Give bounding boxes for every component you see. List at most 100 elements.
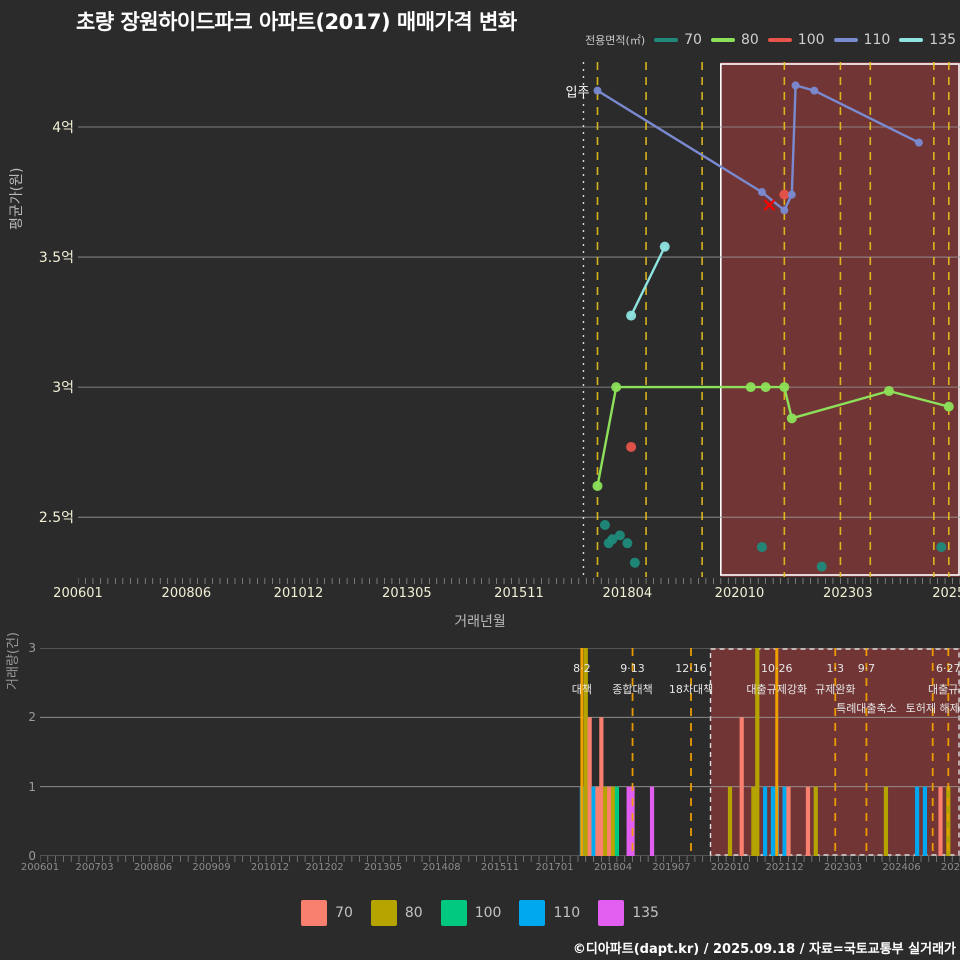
price-y-tick: 4억 (52, 120, 74, 137)
legend-top-text-135: 135 (929, 32, 956, 48)
price-point-110 (593, 86, 602, 95)
price-point-70 (599, 519, 610, 530)
legend-bottom-swatch-70 (301, 900, 328, 926)
volume-annotation-line1: 8·2 (573, 662, 591, 675)
volume-bar (599, 717, 604, 856)
volume-annotation-line1: 6·27 (936, 662, 960, 675)
legend-top-item-70[interactable]: 70 (654, 32, 702, 48)
volume-annotation-line2: 대출규제강화 (746, 683, 808, 696)
volume-annotation-line2: 대출규제 (928, 683, 960, 696)
volume-bar (595, 786, 600, 856)
price-y-axis-label: 평균가(원) (9, 167, 25, 230)
legend-bottom-text-135: 135 (632, 905, 659, 921)
volume-x-tick: 201511 (480, 862, 520, 873)
price-point-80 (760, 382, 771, 393)
legend-bottom-item-80[interactable]: 80 (370, 900, 423, 926)
price-x-tick: 2025 (932, 586, 960, 601)
price-point-80 (883, 386, 894, 397)
volume-shaded-border (709, 648, 960, 856)
legend-bottom-swatch-80 (370, 900, 397, 926)
volume-bar (649, 786, 655, 856)
volume-annotation-line1: 12·16 (675, 662, 707, 675)
volume-plot-area (40, 648, 960, 856)
price-point-110 (791, 81, 800, 90)
legend-top-item-110[interactable]: 110 (833, 32, 891, 48)
legend-top-item-100[interactable]: 100 (767, 32, 825, 48)
volume-x-axis: 200601 200703 200806 200909 201012 201202 2013… (0, 862, 960, 882)
price-point-110 (914, 138, 923, 147)
legend-bottom-swatch-100 (440, 900, 467, 926)
ipju-label: 입주 (565, 85, 590, 101)
legend-top-swatch-80 (710, 38, 735, 42)
price-point-110 (757, 188, 766, 197)
volume-annotation-line2: 규제완화 (815, 683, 856, 696)
volume-annotation-line1: 9·13 (620, 662, 645, 675)
legend-bottom-swatch-135 (598, 900, 625, 926)
price-point-70 (629, 557, 640, 568)
volume-x-tick: 202112 (765, 862, 804, 873)
legend-top-swatch-100 (767, 38, 792, 42)
volume-bar (782, 786, 787, 856)
volume-y-tick: 0 (28, 849, 36, 863)
volume-annotation-line1: 9·7 (857, 662, 876, 675)
legend-bottom-item-100[interactable]: 100 (440, 900, 501, 926)
price-point-80 (592, 480, 603, 491)
volume-bar (751, 786, 756, 856)
price-point-80 (611, 382, 622, 393)
legend-bottom-text-70: 70 (335, 905, 353, 921)
price-point-110 (787, 190, 796, 199)
volume-bar (922, 786, 928, 856)
volume-x-minor-ticks (40, 856, 960, 862)
volume-y-tick: 3 (28, 641, 36, 655)
price-x-marker (763, 199, 776, 211)
legend-top-swatch-135 (899, 38, 924, 42)
price-point-135 (626, 310, 637, 321)
volume-bar (603, 786, 608, 856)
volume-annotation-line1: 10·26 (761, 662, 793, 675)
price-point-80 (779, 382, 790, 393)
volume-annotation-line2: 대책 (571, 683, 592, 696)
volume-bar (946, 786, 951, 856)
price-chart-svg (78, 62, 960, 577)
volume-bar (626, 786, 631, 856)
volume-x-tick: 202509 (940, 862, 960, 873)
price-point-70 (756, 542, 767, 553)
volume-y-tick: 1 (28, 779, 36, 794)
price-x-tick: 201012 (273, 586, 324, 601)
volume-bar (883, 786, 889, 856)
volume-annotation-line2: 특례대출축소 (836, 702, 897, 715)
volume-x-tick: 201408 (422, 862, 461, 873)
volume-bar (805, 786, 811, 856)
legend-top: 전용면적(㎡) 70 80 100 110 135 (585, 32, 956, 48)
legend-top-text-100: 100 (797, 32, 825, 48)
volume-x-tick: 201012 (250, 862, 290, 873)
volume-bar (610, 786, 616, 856)
volume-bar (755, 648, 760, 856)
legend-top-swatch-110 (833, 38, 858, 42)
price-x-tick: 201511 (494, 586, 544, 601)
price-x-tick: 200601 (53, 586, 103, 601)
volume-x-tick: 202010 (710, 862, 750, 873)
footer-credit: ©디아파트(dapt.kr) / 2025.09.18 / 자료=국토교통부 실… (572, 942, 956, 957)
price-x-tick: 202010 (714, 586, 765, 601)
legend-bottom-item-135[interactable]: 135 (598, 900, 659, 926)
volume-bar (591, 786, 596, 856)
volume-bar (813, 786, 818, 856)
volume-y-tick: 2 (28, 710, 36, 725)
price-x-axis-label: 거래년월 (454, 614, 506, 630)
price-x-tick: 201804 (602, 586, 653, 601)
legend-bottom-item-110[interactable]: 110 (519, 900, 580, 926)
legend-top-text-110: 110 (863, 32, 891, 48)
legend-bottom-item-70[interactable]: 70 (301, 900, 353, 926)
legend-top-item-80[interactable]: 80 (710, 32, 759, 48)
volume-x-tick: 200806 (133, 862, 173, 873)
volume-x-tick: 202406 (882, 862, 921, 873)
volume-bar (607, 786, 612, 856)
legend-bottom: 70 80 100 110 135 (0, 900, 960, 926)
volume-annotation-line2: 18차대책 (668, 683, 714, 696)
legend-top-text-70: 70 (684, 32, 702, 48)
price-point-70 (614, 530, 625, 541)
legend-top-item-135[interactable]: 135 (899, 32, 956, 48)
volume-y-axis: 0 1 2 3 (0, 641, 36, 863)
